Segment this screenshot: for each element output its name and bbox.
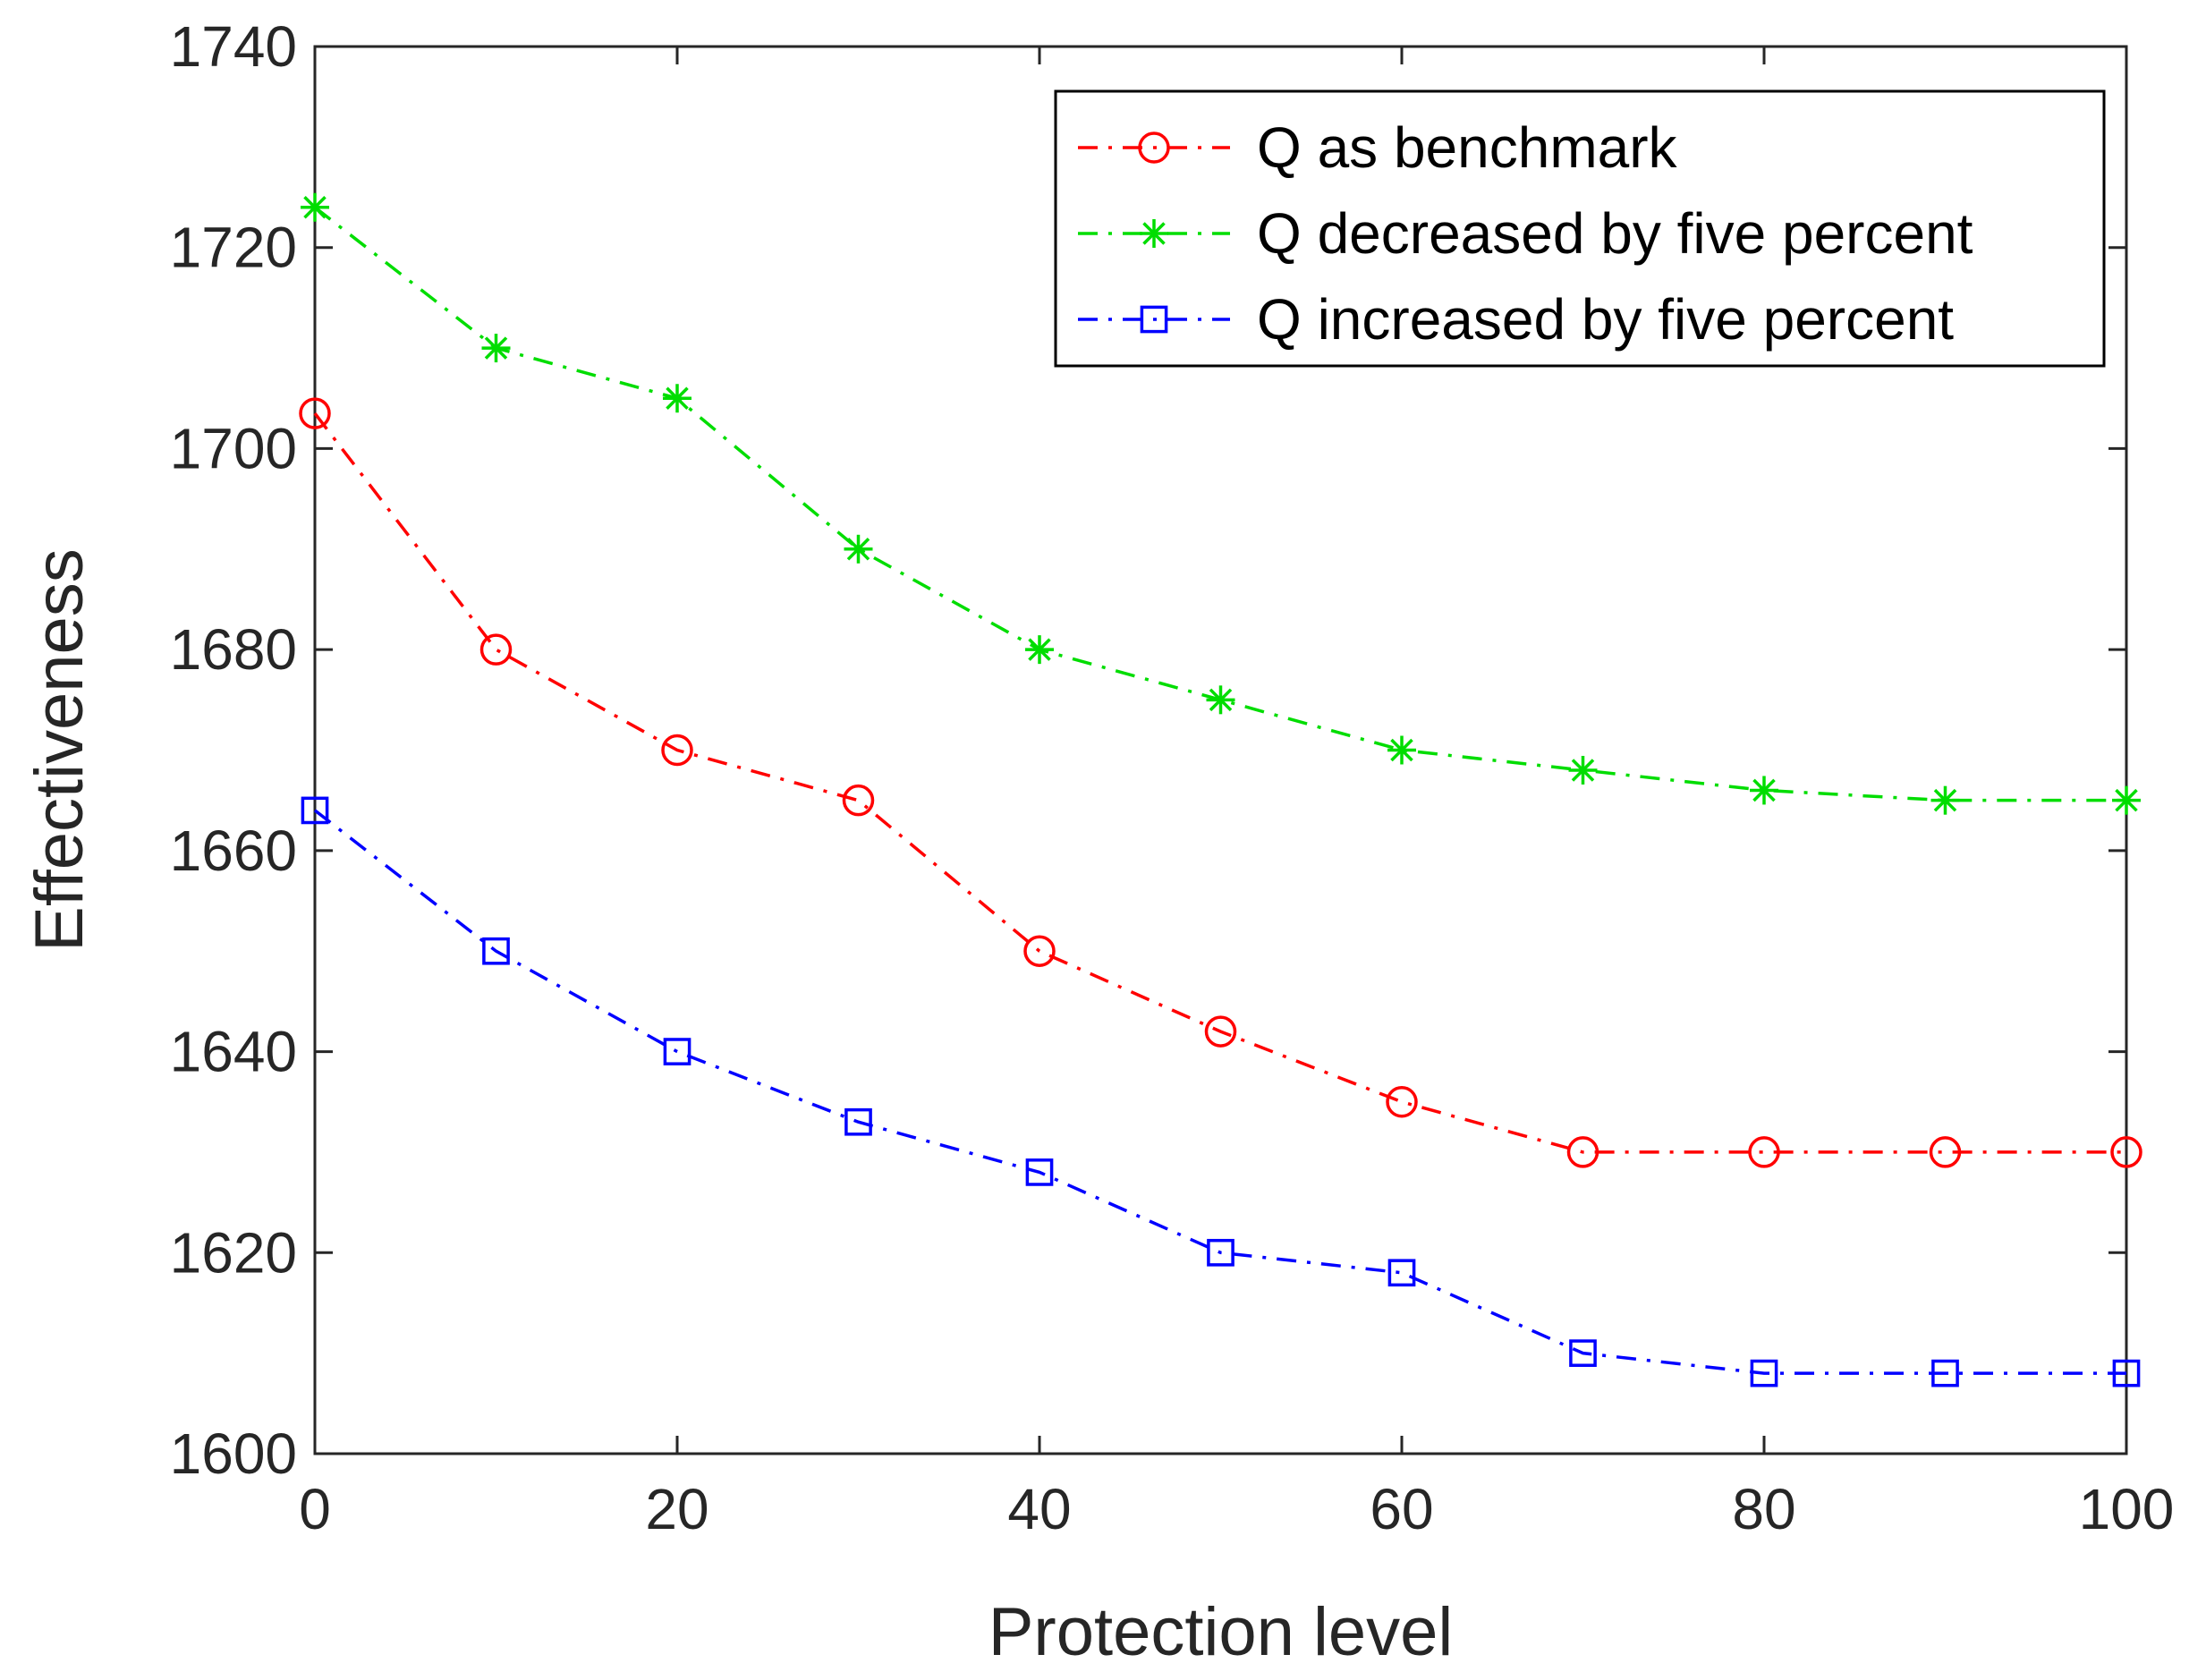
legend-item: Q increased by five percent bbox=[1078, 287, 1954, 352]
data-point-circle bbox=[1386, 1086, 1418, 1118]
data-point-circle bbox=[1748, 1136, 1780, 1168]
x-tick-label: 20 bbox=[645, 1477, 708, 1541]
legend-item: Q as benchmark bbox=[1078, 115, 1678, 180]
x-tick-label: 100 bbox=[2079, 1477, 2175, 1541]
data-point-circle bbox=[842, 784, 875, 817]
data-point-circle bbox=[1138, 132, 1170, 164]
x-tick-label: 40 bbox=[1007, 1477, 1071, 1541]
series-line bbox=[313, 412, 2126, 1154]
data-point-circle bbox=[1204, 1015, 1237, 1048]
y-axis-label: Effectiveness bbox=[21, 548, 98, 952]
data-point-square bbox=[1750, 1359, 1778, 1387]
x-axis-ticks: 0 20 40 60 80 100 bbox=[299, 47, 2174, 1541]
y-tick-label: 1660 bbox=[170, 819, 297, 883]
data-point-asterisk bbox=[1750, 776, 1778, 805]
y-tick-label: 1600 bbox=[170, 1421, 297, 1486]
data-point-circle bbox=[1929, 1136, 1962, 1168]
y-tick-label: 1640 bbox=[170, 1020, 297, 1084]
axes-box bbox=[313, 45, 2128, 1455]
series-1 bbox=[299, 397, 2142, 1168]
data-point-square bbox=[1387, 1259, 1416, 1287]
data-point-square bbox=[844, 1107, 872, 1136]
data-point-circle bbox=[1023, 935, 1056, 967]
legend-label: Q as benchmark bbox=[1257, 115, 1678, 180]
data-point-square bbox=[1207, 1238, 1235, 1267]
data-point-square bbox=[2112, 1359, 2141, 1387]
x-axis-label: Protection level bbox=[988, 1594, 1454, 1670]
y-tick-label: 1700 bbox=[170, 416, 297, 480]
data-point-asterisk bbox=[1568, 755, 1598, 785]
legend-label: Q increased by five percent bbox=[1257, 287, 1954, 352]
x-tick-label: 60 bbox=[1370, 1477, 1433, 1541]
data-point-square bbox=[1569, 1339, 1597, 1367]
data-point-asterisk bbox=[301, 192, 329, 222]
data-point-asterisk bbox=[1930, 785, 1960, 815]
x-tick-label: 0 bbox=[299, 1477, 331, 1541]
data-point-asterisk bbox=[1387, 735, 1416, 765]
x-tick-label: 80 bbox=[1732, 1477, 1795, 1541]
legend: Q as benchmark Q decreased by five percen… bbox=[1054, 89, 2106, 368]
series-2 bbox=[301, 192, 2141, 815]
data-point-asterisk bbox=[2112, 785, 2141, 815]
series-layer bbox=[299, 192, 2142, 1387]
data-point-circle bbox=[299, 397, 331, 429]
y-tick-label: 1720 bbox=[170, 216, 297, 280]
data-point-square bbox=[482, 937, 510, 965]
data-point-square bbox=[663, 1038, 691, 1065]
data-point-asterisk bbox=[1025, 635, 1054, 665]
series-3 bbox=[301, 796, 2141, 1387]
data-point-asterisk bbox=[1206, 685, 1235, 715]
y-tick-label: 1680 bbox=[170, 617, 297, 682]
data-point-square bbox=[1931, 1359, 1959, 1387]
data-point-circle bbox=[661, 734, 693, 767]
y-axis-ticks: 1600 1620 1640 1660 1680 1700 1720 1740 bbox=[170, 14, 2126, 1486]
data-point-square bbox=[301, 796, 329, 825]
data-point-asterisk bbox=[844, 534, 873, 564]
data-point-asterisk bbox=[1140, 219, 1168, 248]
data-point-square bbox=[1025, 1158, 1054, 1186]
legend-box bbox=[1054, 89, 2106, 368]
y-tick-label: 1740 bbox=[170, 14, 297, 79]
data-point-circle bbox=[2110, 1136, 2142, 1168]
data-point-circle bbox=[1566, 1136, 1599, 1168]
data-point-circle bbox=[479, 633, 513, 666]
series-line bbox=[313, 809, 2126, 1375]
data-point-square bbox=[1140, 305, 1168, 334]
plot-area bbox=[313, 45, 2128, 1455]
legend-item: Q decreased by five percent bbox=[1078, 201, 1973, 266]
y-tick-label: 1620 bbox=[170, 1220, 297, 1285]
data-point-asterisk bbox=[481, 334, 511, 363]
legend-label: Q decreased by five percent bbox=[1257, 201, 1973, 266]
data-point-asterisk bbox=[663, 384, 691, 413]
